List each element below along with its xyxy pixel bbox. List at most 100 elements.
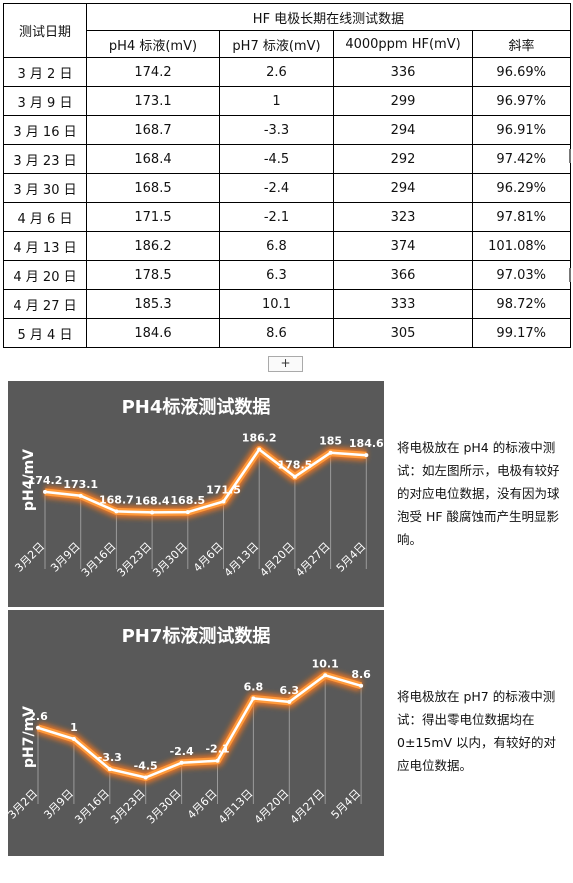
data-label: -2.4 xyxy=(170,745,194,758)
hf-cell: 336 xyxy=(333,57,473,87)
slope-cell: 99.17% xyxy=(472,318,571,348)
data-label: 168.7 xyxy=(99,493,134,506)
date-cell: 4 月 20 日 xyxy=(3,260,87,290)
category-label: 3月30日 xyxy=(150,540,190,580)
data-point xyxy=(364,453,369,458)
slope-cell: 96.91% xyxy=(472,115,571,145)
ph4-cell: 168.7 xyxy=(86,115,220,145)
category-label: 5月4日 xyxy=(334,540,369,575)
ph7-cell: 6.8 xyxy=(219,231,334,261)
ph4-column-header: pH4 标液(mV) xyxy=(86,30,220,58)
data-point xyxy=(150,510,155,515)
slope-column-header: 斜率 xyxy=(472,30,571,58)
date-cell: 3 月 2 日 xyxy=(3,57,87,87)
slope-cell: 101.08% xyxy=(472,231,571,261)
data-label: 185 xyxy=(319,435,342,448)
table-row: 4 月 6 日 171.5 -2.1 323 97.81% xyxy=(3,202,571,232)
data-label: -4.5 xyxy=(134,760,158,773)
data-point xyxy=(78,493,83,498)
table-title: HF 电极长期在线测试数据 xyxy=(86,3,571,31)
table-row: 4 月 13 日 186.2 6.8 374 101.08% xyxy=(3,231,571,261)
table-row: 5 月 4 日 184.6 8.6 305 99.17% xyxy=(3,318,571,348)
category-label: 4月27日 xyxy=(288,787,328,827)
data-label: 1 xyxy=(70,721,78,734)
category-label: 4月20日 xyxy=(252,787,292,827)
data-label: 10.1 xyxy=(312,657,339,670)
ph7-chart[interactable]: PH7标液测试数据 pH7/mV 2.6 1 -3.3 -4.5 -2.4 -2.1 6.8… xyxy=(8,610,384,856)
data-point xyxy=(215,758,220,763)
hf-cell: 305 xyxy=(333,318,473,348)
slope-cell: 98.72% xyxy=(472,289,571,319)
table-row: 3 月 23 日 168.4 -4.5 292 97.42% xyxy=(3,144,571,174)
category-label: 4月20日 xyxy=(257,540,297,580)
data-label: 174.2 xyxy=(28,474,63,487)
slope-cell: 97.42% xyxy=(472,144,571,174)
slope-cell: 96.29% xyxy=(472,173,571,203)
date-column-header: 测试日期 xyxy=(3,3,87,58)
ph7-cell: 8.6 xyxy=(219,318,334,348)
hf-cell: 299 xyxy=(333,86,473,116)
ph7-chart-plot: 2.6 1 -3.3 -4.5 -2.4 -2.1 6.8 6.3 10.1 8.6 3月2日 3月9… xyxy=(8,657,371,827)
data-label: -2.1 xyxy=(205,743,229,756)
ph7-cell: 1 xyxy=(219,86,334,116)
ph4-cell: 171.5 xyxy=(86,202,220,232)
table-row: 3 月 2 日 174.2 2.6 336 96.69% xyxy=(3,57,571,87)
ph7-note: 将电极放在 pH7 的标液中测试：得出零电位数据均在 0±15mV 以内，有较好… xyxy=(397,689,557,773)
hf-cell: 323 xyxy=(333,202,473,232)
data-point xyxy=(107,767,112,772)
date-cell: 3 月 9 日 xyxy=(3,86,87,116)
category-label: 3月16日 xyxy=(79,540,119,580)
ph7-cell: 10.1 xyxy=(219,289,334,319)
category-label: 4月13日 xyxy=(216,787,256,827)
ph7-cell: -4.5 xyxy=(219,144,334,174)
ph4-chart[interactable]: PH4标液测试数据 pH4/mV 174.2 173.1 168.7 168.4 168… xyxy=(8,381,384,607)
table-row: 3 月 9 日 173.1 1 299 96.97% xyxy=(3,86,571,116)
series-line xyxy=(37,674,362,779)
data-label: 178.5 xyxy=(278,459,313,472)
data-point xyxy=(323,673,328,678)
series-line xyxy=(44,448,367,514)
ph4-cell: 184.6 xyxy=(86,318,220,348)
slope-cell: 97.81% xyxy=(472,202,571,232)
data-point xyxy=(71,737,76,741)
add-row-button[interactable]: + xyxy=(268,356,303,372)
ph7-cell: -2.1 xyxy=(219,202,334,232)
ph4-cell: 185.3 xyxy=(86,289,220,319)
ph4-cell: 178.5 xyxy=(86,260,220,290)
date-cell: 3 月 30 日 xyxy=(3,173,87,203)
data-label: 8.6 xyxy=(351,668,371,681)
hf-cell: 374 xyxy=(333,231,473,261)
table-row: 4 月 20 日 178.5 6.3 366 97.03% xyxy=(3,260,571,290)
data-label: 2.6 xyxy=(28,710,48,723)
data-point xyxy=(287,699,292,704)
category-label: 4月6日 xyxy=(191,540,226,575)
ph7-cell: -2.4 xyxy=(219,173,334,203)
data-label: 173.1 xyxy=(63,478,98,491)
category-label: 4月6日 xyxy=(185,787,220,822)
category-label: 5月4日 xyxy=(329,787,364,822)
date-cell: 3 月 23 日 xyxy=(3,144,87,174)
data-point xyxy=(36,725,40,730)
data-label: 168.4 xyxy=(135,494,170,507)
ph4-cell: 168.5 xyxy=(86,173,220,203)
hf-electrode-data-table: 测试日期 HF 电极长期在线测试数据 pH4 标液(mV) pH7 标液(mV)… xyxy=(3,3,571,348)
category-label: 3月2日 xyxy=(12,540,47,575)
date-cell: 4 月 13 日 xyxy=(3,231,87,261)
data-label: 184.6 xyxy=(349,437,384,450)
table-row: 3 月 16 日 168.7 -3.3 294 96.91% xyxy=(3,115,571,145)
data-point xyxy=(114,509,119,514)
table-row: 3 月 30 日 168.5 -2.4 294 96.29% xyxy=(3,173,571,203)
category-label: 3月23日 xyxy=(115,540,155,580)
category-label: 3月9日 xyxy=(48,540,83,575)
category-label: 3月16日 xyxy=(72,787,112,827)
hf-cell: 333 xyxy=(333,289,473,319)
category-label: 3月23日 xyxy=(108,787,148,827)
date-cell: 4 月 27 日 xyxy=(3,289,87,319)
hf-cell: 294 xyxy=(333,173,473,203)
slope-cell: 96.97% xyxy=(472,86,571,116)
data-point xyxy=(143,775,148,780)
data-label: 168.5 xyxy=(170,494,205,507)
ph7-cell: 6.3 xyxy=(219,260,334,290)
hf-cell: 294 xyxy=(333,115,473,145)
